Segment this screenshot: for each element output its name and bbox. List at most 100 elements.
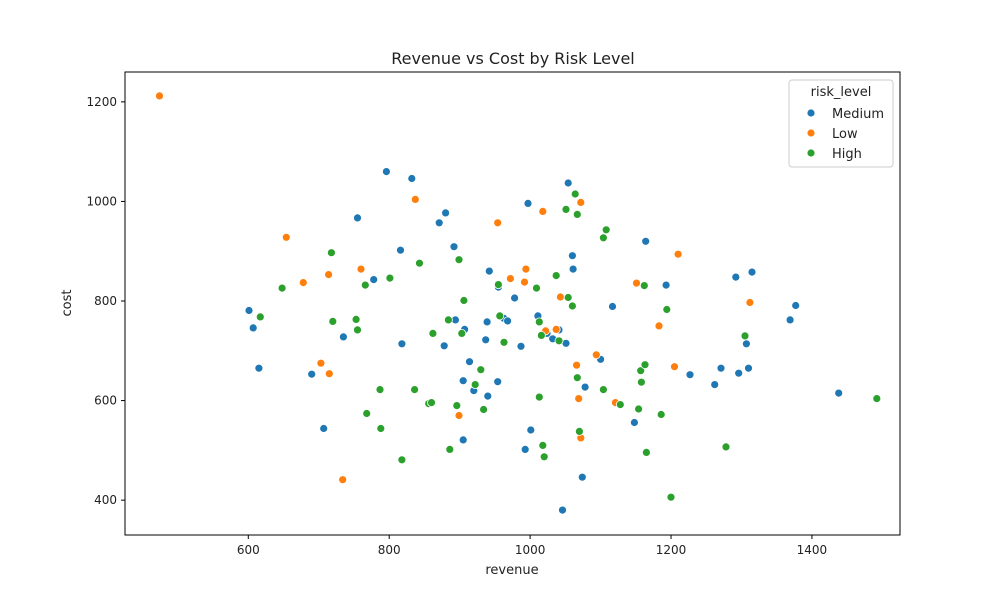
data-point-high bbox=[452, 401, 462, 411]
data-point-medium bbox=[483, 391, 493, 401]
x-tick-label: 1400 bbox=[797, 543, 828, 557]
data-point-medium bbox=[407, 174, 417, 183]
data-point-medium bbox=[520, 444, 530, 454]
x-tick-label: 600 bbox=[237, 543, 260, 557]
data-point-low bbox=[654, 321, 664, 331]
data-point-medium bbox=[568, 264, 578, 274]
data-point-medium bbox=[661, 280, 671, 290]
data-point-medium bbox=[630, 418, 639, 427]
data-point-low bbox=[454, 411, 464, 420]
data-point-low bbox=[521, 264, 531, 274]
data-point-high bbox=[326, 248, 336, 258]
data-point-high bbox=[479, 405, 489, 414]
data-point-medium bbox=[369, 275, 379, 285]
data-point-high bbox=[599, 233, 608, 243]
data-point-medium bbox=[580, 382, 590, 392]
data-point-high bbox=[551, 271, 561, 281]
data-point-low bbox=[281, 232, 291, 242]
data-point-low bbox=[673, 249, 683, 259]
data-point-low bbox=[298, 278, 308, 288]
data-point-high bbox=[636, 366, 646, 376]
data-point-medium bbox=[608, 302, 617, 311]
data-point-medium bbox=[834, 388, 844, 398]
x-axis-ticks: 600 800 1000 1200 1400 bbox=[237, 535, 827, 557]
data-point-medium bbox=[577, 472, 587, 482]
data-point-high bbox=[454, 255, 464, 265]
data-point-high bbox=[537, 330, 546, 340]
legend-label-low: Low bbox=[832, 127, 858, 142]
data-point-high bbox=[459, 296, 469, 305]
data-point-medium bbox=[568, 251, 577, 261]
legend-marker-high bbox=[806, 148, 816, 158]
data-point-medium bbox=[381, 167, 391, 177]
data-point-high bbox=[470, 380, 480, 390]
data-point-high bbox=[563, 293, 573, 302]
data-point-low bbox=[324, 369, 334, 379]
data-point-high bbox=[375, 385, 385, 395]
data-point-high bbox=[385, 273, 395, 283]
y-tick-label: 1000 bbox=[86, 194, 117, 208]
data-point-high bbox=[561, 204, 571, 214]
data-point-low bbox=[493, 218, 503, 228]
data-point-high bbox=[656, 410, 666, 419]
data-point-low bbox=[556, 292, 565, 302]
data-point-medium bbox=[641, 236, 651, 246]
data-point-low bbox=[538, 206, 548, 216]
data-point-high bbox=[360, 280, 370, 290]
data-point-low bbox=[632, 278, 641, 288]
y-tick-label: 1200 bbox=[86, 95, 117, 109]
data-point-high bbox=[538, 440, 548, 450]
data-point-high bbox=[721, 442, 731, 452]
data-point-medium bbox=[434, 218, 444, 228]
data-point-low bbox=[574, 394, 584, 404]
legend-title: risk_level bbox=[811, 85, 872, 100]
x-tick-label: 800 bbox=[378, 543, 401, 557]
data-point-medium bbox=[731, 272, 741, 282]
data-point-high bbox=[410, 385, 420, 395]
plot-area-frame bbox=[124, 71, 901, 536]
data-point-high bbox=[476, 365, 486, 375]
y-tick-label: 400 bbox=[94, 493, 117, 507]
data-point-medium bbox=[397, 339, 407, 349]
data-point-medium bbox=[558, 505, 567, 515]
data-points-layer bbox=[155, 91, 882, 515]
data-point-low bbox=[520, 277, 529, 287]
data-point-high bbox=[376, 424, 386, 433]
data-point-high bbox=[445, 444, 455, 454]
chart-title: Revenue vs Cost by Risk Level bbox=[391, 49, 635, 68]
data-point-low bbox=[591, 350, 601, 360]
data-point-high bbox=[642, 447, 651, 457]
data-point-high bbox=[639, 281, 649, 291]
data-point-medium bbox=[493, 377, 503, 387]
data-point-high bbox=[662, 305, 672, 314]
data-point-medium bbox=[338, 332, 348, 342]
data-point-low bbox=[338, 475, 348, 485]
data-point-low bbox=[155, 91, 164, 101]
data-point-low bbox=[745, 298, 755, 307]
legend: risk_level Medium Low High bbox=[788, 79, 894, 168]
data-point-medium bbox=[353, 213, 362, 223]
data-point-low bbox=[324, 270, 334, 280]
data-point-medium bbox=[458, 435, 468, 445]
data-point-medium bbox=[744, 363, 753, 373]
y-axis-label: cost bbox=[60, 290, 75, 317]
data-point-high bbox=[495, 311, 505, 321]
data-point-medium bbox=[503, 316, 513, 326]
data-point-low bbox=[551, 324, 561, 334]
data-point-high bbox=[872, 394, 882, 404]
legend-marker-low bbox=[806, 128, 816, 138]
data-point-medium bbox=[747, 267, 757, 277]
legend-entries: Medium Low High bbox=[806, 107, 884, 162]
data-point-low bbox=[572, 360, 581, 370]
data-point-low bbox=[356, 264, 366, 274]
data-point-high bbox=[637, 377, 646, 387]
data-point-high bbox=[534, 317, 544, 327]
data-point-high bbox=[255, 312, 265, 322]
data-point-low bbox=[670, 362, 679, 372]
data-point-medium bbox=[248, 323, 258, 333]
data-point-medium bbox=[734, 368, 744, 378]
data-point-high bbox=[493, 280, 503, 290]
data-point-high bbox=[554, 336, 564, 346]
data-point-medium bbox=[244, 306, 254, 315]
